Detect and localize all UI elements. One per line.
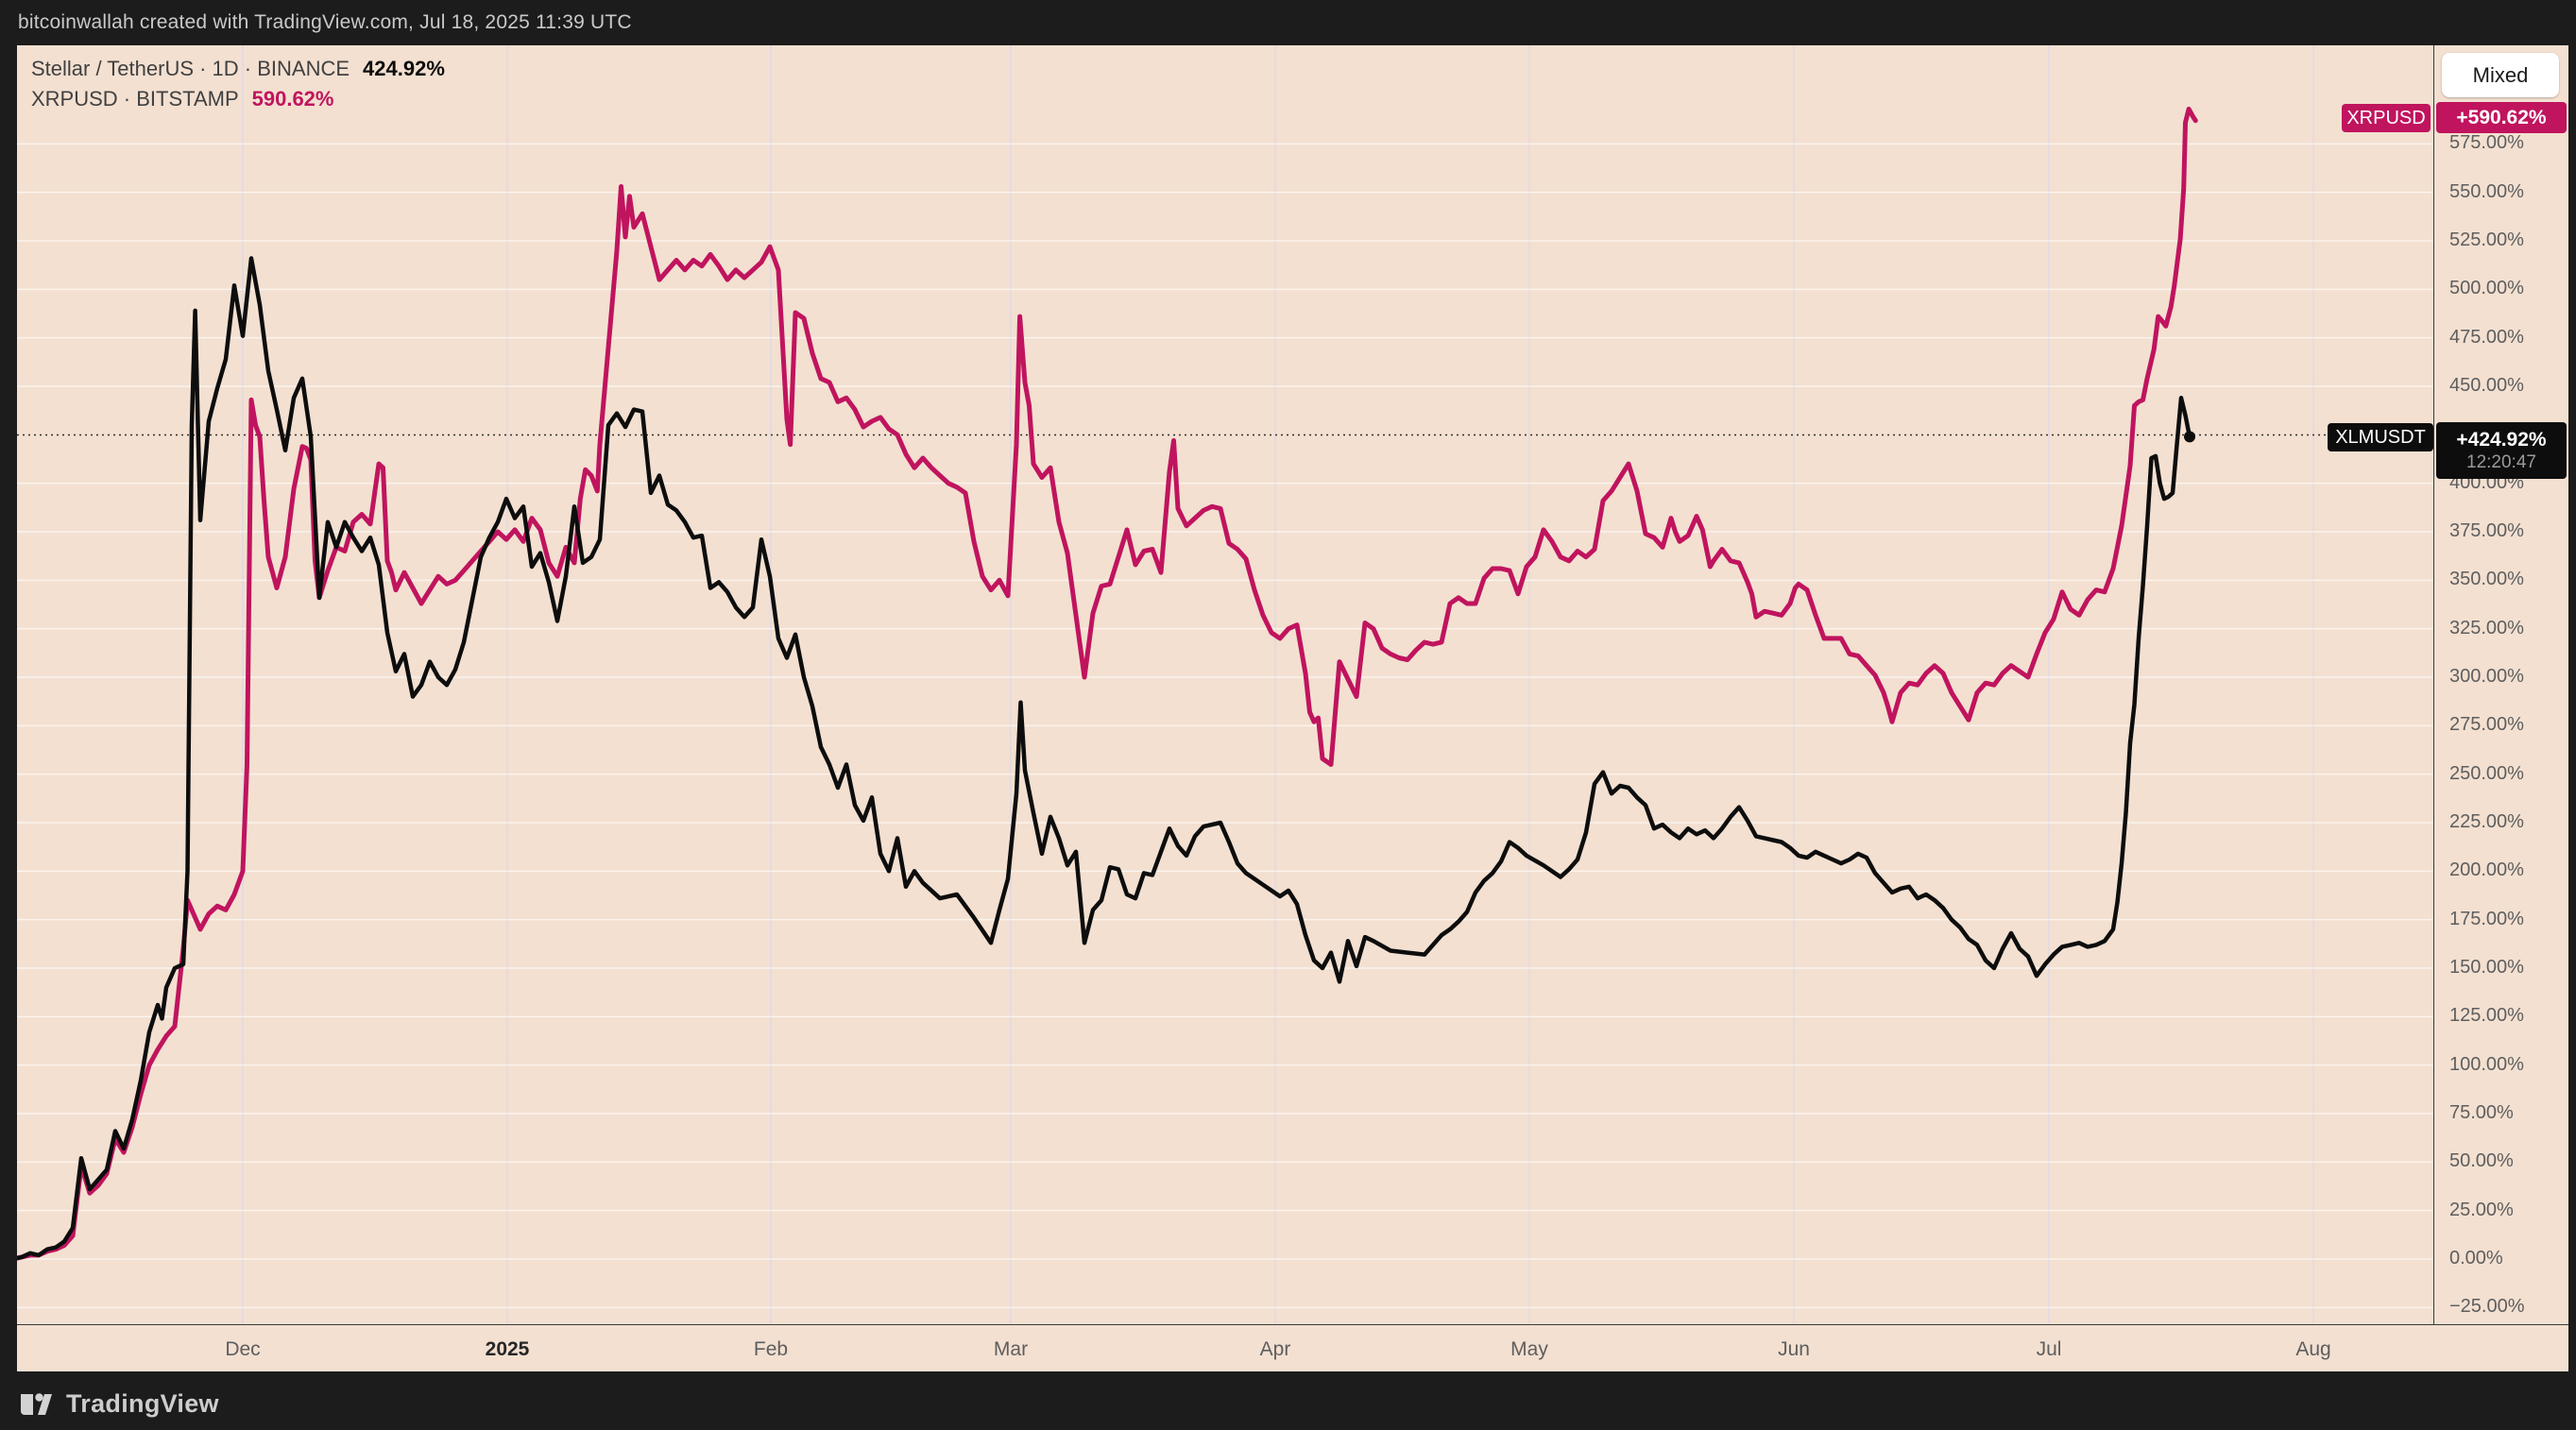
legend-symbol-xrp[interactable]: XRPUSD · BITSTAMP (31, 87, 239, 111)
legend-value-xrp: 590.62% (251, 87, 334, 111)
y-axis-tick: 300.00% (2449, 666, 2524, 687)
y-axis-tick: 25.00% (2449, 1199, 2514, 1220)
footer-brand-text[interactable]: TradingView (66, 1388, 219, 1418)
time-axis[interactable]: Dec 2025 Feb Mar Apr May Jun Jul Aug (17, 1324, 2568, 1371)
legend-row-xlm[interactable]: Stellar / TetherUS · 1D · BINANCE 424.92… (31, 57, 445, 87)
y-axis-tick: 475.00% (2449, 326, 2524, 348)
attribution-text: bitcoinwallah created with TradingView.c… (18, 11, 632, 33)
y-axis-tick: 75.00% (2449, 1102, 2514, 1123)
y-axis-tick: 525.00% (2449, 230, 2524, 250)
legend-row-xrp[interactable]: XRPUSD · BITSTAMP 590.62% (31, 87, 445, 117)
price-scale[interactable]: Mixed +590.62% +424.92% 12:20:47 575.00%… (2433, 45, 2568, 1371)
price-badge-xlm-value: +424.92% (2456, 429, 2547, 451)
x-axis-tick-dec[interactable]: Dec (225, 1338, 261, 1360)
tradingview-logo-icon[interactable] (17, 1385, 55, 1422)
legend-value-xlm: 424.92% (363, 57, 445, 80)
y-axis-tick: 500.00% (2449, 278, 2524, 299)
y-axis-tick: 200.00% (2449, 860, 2524, 881)
series-line-xrpusd[interactable] (17, 106, 2198, 1261)
x-axis-tick-jun[interactable]: Jun (1778, 1338, 1810, 1360)
y-axis-tick: 375.00% (2449, 520, 2524, 541)
x-axis-tick-aug[interactable]: Aug (2295, 1338, 2331, 1360)
chart-area[interactable]: Stellar / TetherUS · 1D · BINANCE 424.92… (17, 45, 2568, 1371)
price-badge-countdown: 12:20:47 (2466, 452, 2536, 472)
y-axis-tick: 175.00% (2449, 908, 2524, 929)
last-price-dot (2184, 431, 2195, 443)
y-axis-tick: 325.00% (2449, 617, 2524, 638)
footer-bar: TradingView (0, 1371, 2576, 1430)
plot-area[interactable] (17, 45, 2433, 1324)
y-axis-tick: 575.00% (2449, 132, 2524, 154)
x-axis-tick-2025[interactable]: 2025 (485, 1338, 530, 1360)
y-axis-tick: 50.00% (2449, 1150, 2514, 1172)
y-axis-tick: 125.00% (2449, 1005, 2524, 1027)
series-tag-xrpusd: XRPUSD (2342, 104, 2431, 132)
series-line-xlmusdt[interactable] (17, 256, 2192, 1261)
x-axis-tick-may[interactable]: May (1510, 1338, 1548, 1360)
x-axis-tick-mar[interactable]: Mar (993, 1338, 1029, 1360)
price-scale-mode-button[interactable]: Mixed (2442, 53, 2559, 97)
price-badge-xrpusd: +590.62% (2436, 102, 2567, 133)
attribution-bar: bitcoinwallah created with TradingView.c… (0, 0, 2576, 45)
legend-symbol-xlm[interactable]: Stellar / TetherUS · 1D · BINANCE (31, 57, 350, 80)
y-axis-tick: 550.00% (2449, 180, 2524, 202)
y-axis-tick: 150.00% (2449, 957, 2524, 978)
y-axis-tick: 450.00% (2449, 375, 2524, 396)
y-axis-tick: 250.00% (2449, 762, 2524, 784)
y-axis-tick: 0.00% (2449, 1248, 2503, 1268)
y-axis-tick: 350.00% (2449, 569, 2524, 590)
y-axis-tick: −25.00% (2449, 1296, 2525, 1318)
price-chart-svg[interactable] (17, 45, 2433, 1324)
x-axis-tick-jul[interactable]: Jul (2036, 1338, 2062, 1360)
x-axis-tick-feb[interactable]: Feb (753, 1338, 789, 1360)
series-tag-xlmusdt: XLMUSDT (2328, 423, 2433, 451)
y-axis-tick: 225.00% (2449, 811, 2524, 832)
x-axis-tick-apr[interactable]: Apr (1259, 1338, 1291, 1360)
y-axis-tick: 100.00% (2449, 1053, 2524, 1075)
y-axis-tick: 275.00% (2449, 714, 2524, 736)
price-badge-xlmusdt: +424.92% 12:20:47 (2436, 422, 2567, 479)
chart-legend: Stellar / TetherUS · 1D · BINANCE 424.92… (31, 57, 445, 117)
